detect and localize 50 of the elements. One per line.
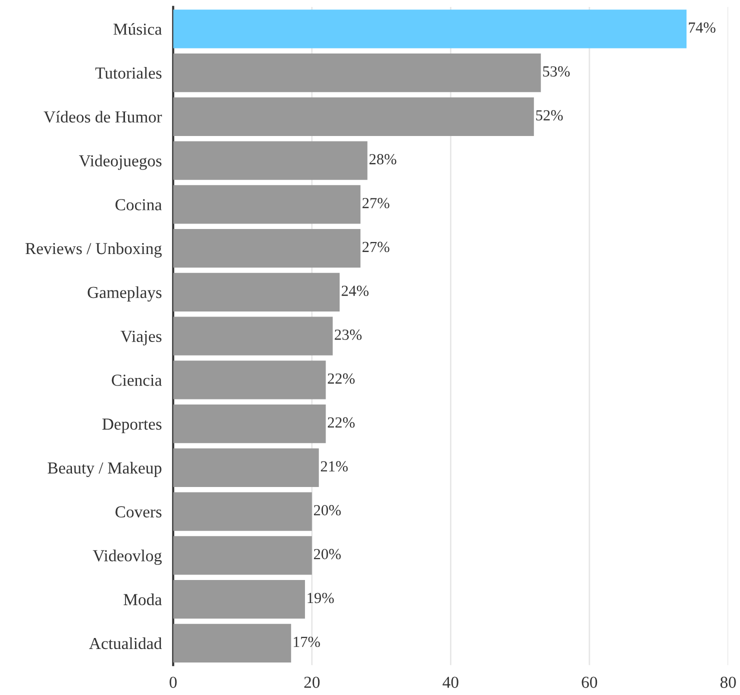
data-label: 17%	[294, 636, 320, 648]
bar	[173, 580, 305, 619]
bar	[173, 272, 340, 312]
data-label: 27%	[362, 242, 390, 252]
data-label: 23%	[334, 330, 362, 340]
x-tick-label: 20	[304, 676, 320, 688]
bar	[173, 228, 360, 268]
data-label: 27%	[362, 198, 390, 208]
data-label: 21%	[320, 461, 348, 472]
bar	[173, 53, 541, 92]
y-tick-label: Deportes	[102, 418, 162, 434]
bar	[173, 448, 319, 487]
y-tick-label: Ciencia	[112, 374, 162, 386]
y-tick-label: Moda	[124, 594, 162, 606]
y-tick-label: Gameplays	[88, 286, 162, 302]
bar	[173, 97, 534, 136]
y-tick-label: Viajes	[120, 330, 162, 346]
data-label: 52%	[536, 110, 563, 121]
bar	[173, 360, 326, 400]
bar	[173, 492, 312, 531]
data-label: 20%	[314, 548, 341, 560]
data-label: 22%	[328, 417, 355, 428]
data-label: 74%	[688, 22, 716, 33]
data-label: 53%	[543, 66, 570, 77]
x-tick-label: 0	[170, 676, 177, 688]
x-tick-label: 80	[720, 676, 736, 688]
data-label: 24%	[342, 286, 369, 296]
y-tick-label: Vídeos de Humor	[44, 110, 162, 123]
y-tick-label: Cocina	[116, 199, 162, 210]
y-tick-label: Beauty / Makeup	[48, 462, 162, 478]
y-tick-label: Actualidad	[89, 637, 162, 650]
data-label: 19%	[308, 592, 334, 604]
y-tick-label: Videovlog	[92, 550, 162, 565]
bar	[173, 10, 687, 48]
y-tick-label: Música	[113, 23, 162, 35]
y-tick-label: Tutoriales	[95, 66, 162, 79]
bar	[173, 624, 292, 662]
x-tick-label: 40	[442, 676, 458, 688]
bar	[173, 316, 333, 356]
data-label: 20%	[314, 505, 341, 516]
y-tick-label: Reviews / Unboxing	[25, 242, 162, 258]
bar	[173, 536, 312, 575]
bar	[173, 185, 360, 224]
y-tick-label: Videojuegos	[78, 154, 162, 170]
bar	[173, 404, 326, 444]
data-label: 22%	[328, 373, 355, 384]
y-tick-label: Covers	[116, 506, 162, 518]
data-label: 28%	[369, 154, 396, 164]
bar	[173, 141, 368, 180]
x-tick-label: 60	[582, 676, 598, 688]
